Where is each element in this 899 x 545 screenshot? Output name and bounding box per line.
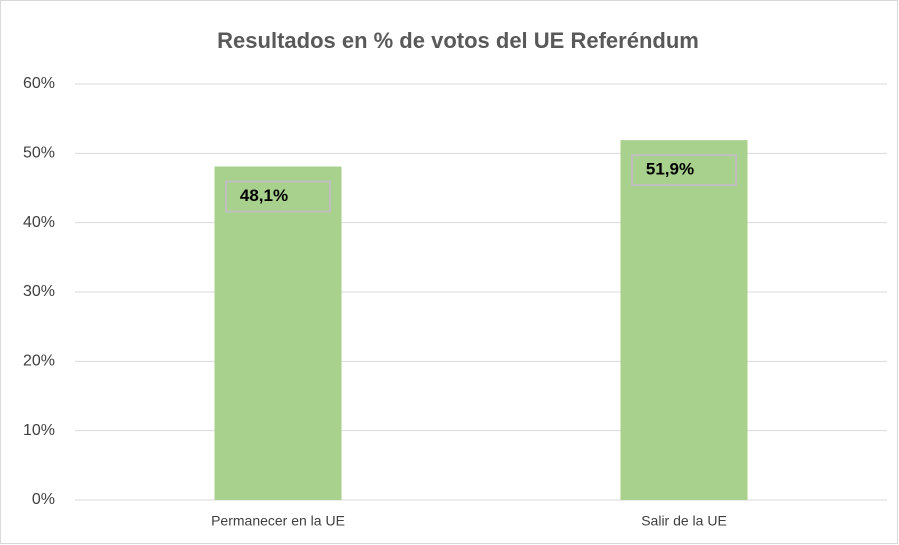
x-tick-label: Salir de la UE (641, 513, 727, 529)
bar (620, 140, 748, 500)
y-tick-label: 30% (23, 283, 55, 300)
data-label: 48,1% (240, 186, 288, 205)
data-label: 51,9% (646, 160, 694, 179)
y-tick-label: 40% (23, 214, 55, 231)
data-label-box (225, 180, 331, 213)
x-tick-label: Permanecer en la UE (211, 513, 345, 529)
y-tick-label: 10% (23, 422, 55, 439)
chart-title: Resultados en % de votos del UE Referénd… (217, 28, 699, 53)
y-tick-label: 0% (32, 491, 55, 508)
bar (214, 166, 342, 501)
y-tick-label: 50% (23, 145, 55, 162)
y-tick-label: 20% (23, 353, 55, 370)
data-label-box (631, 154, 737, 187)
y-tick-label: 60% (23, 75, 55, 92)
